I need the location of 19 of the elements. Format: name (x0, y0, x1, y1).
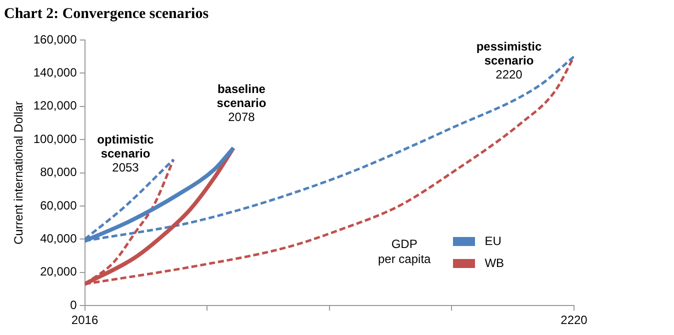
annotation: optimistic scenario 2053 (97, 132, 154, 175)
y-tick-label: 160,000 (33, 32, 78, 46)
chart-title: Chart 2: Convergence scenarios (4, 6, 209, 23)
y-tick-label: 60,000 (40, 198, 78, 212)
annotation: baseline scenario 2078 (216, 82, 266, 124)
annotation: pessimistic scenario 2220 (476, 40, 542, 82)
legend-label: EU (484, 234, 502, 248)
y-tick-label: 0 (70, 298, 78, 312)
y-tick-label: 20,000 (40, 264, 78, 279)
x-tick-label: 2220 (560, 313, 588, 328)
y-tick-label: 120,000 (33, 98, 78, 113)
legend-title: GDP per capita (378, 237, 431, 267)
y-tick-label: 80,000 (40, 165, 78, 180)
x-tick-label: 2016 (71, 313, 98, 328)
legend-label: WB (484, 256, 504, 270)
y-tick-label: 40,000 (40, 232, 78, 246)
y-tick-label: 140,000 (33, 66, 78, 80)
y-tick-label: 100,000 (33, 132, 78, 146)
y-axis-title: Current international Dollar (12, 101, 26, 245)
